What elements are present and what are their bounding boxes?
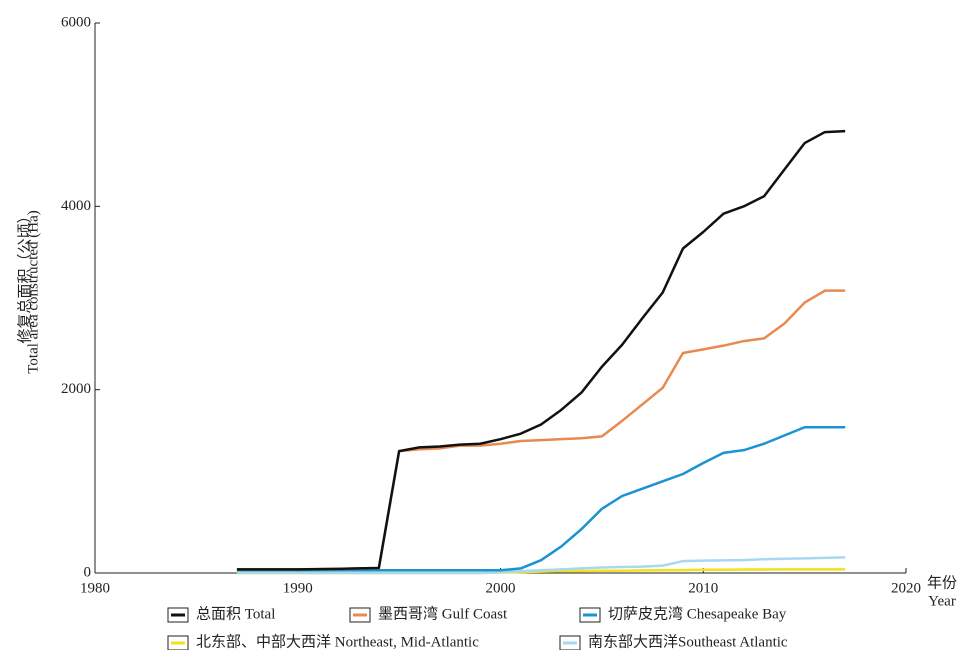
x-axis-label: Year [928, 593, 956, 609]
y-tick-label: 0 [84, 564, 92, 580]
series-line [236, 129, 846, 571]
x-tick-label: 2020 [891, 580, 921, 596]
series-line [236, 289, 846, 571]
x-axis-label: 年份 [927, 574, 957, 591]
series-line [236, 556, 846, 575]
legend-label: 南东部大西洋Southeast Atlantic [588, 633, 788, 650]
y-axis-label: 修复总面积（公顷） [15, 208, 33, 343]
y-tick-label: 2000 [61, 381, 91, 397]
y-tick-label: 4000 [61, 198, 91, 214]
legend-label: 总面积 Total [196, 605, 275, 622]
x-tick-label: 1990 [283, 580, 313, 596]
legend-label: 北东部、中部大西洋 Northeast, Mid-Atlantic [196, 633, 479, 650]
x-tick-label: 1980 [80, 580, 110, 596]
legend-label: 墨西哥湾 Gulf Coast [378, 605, 508, 622]
x-tick-label: 2000 [486, 580, 516, 596]
y-tick-label: 6000 [61, 14, 91, 30]
series-line [236, 426, 846, 572]
legend-label: 切萨皮克湾 Chesapeake Bay [608, 605, 787, 622]
y-axis-label: Total area constructed (Ha) [25, 210, 41, 373]
x-tick-label: 2010 [688, 580, 718, 596]
